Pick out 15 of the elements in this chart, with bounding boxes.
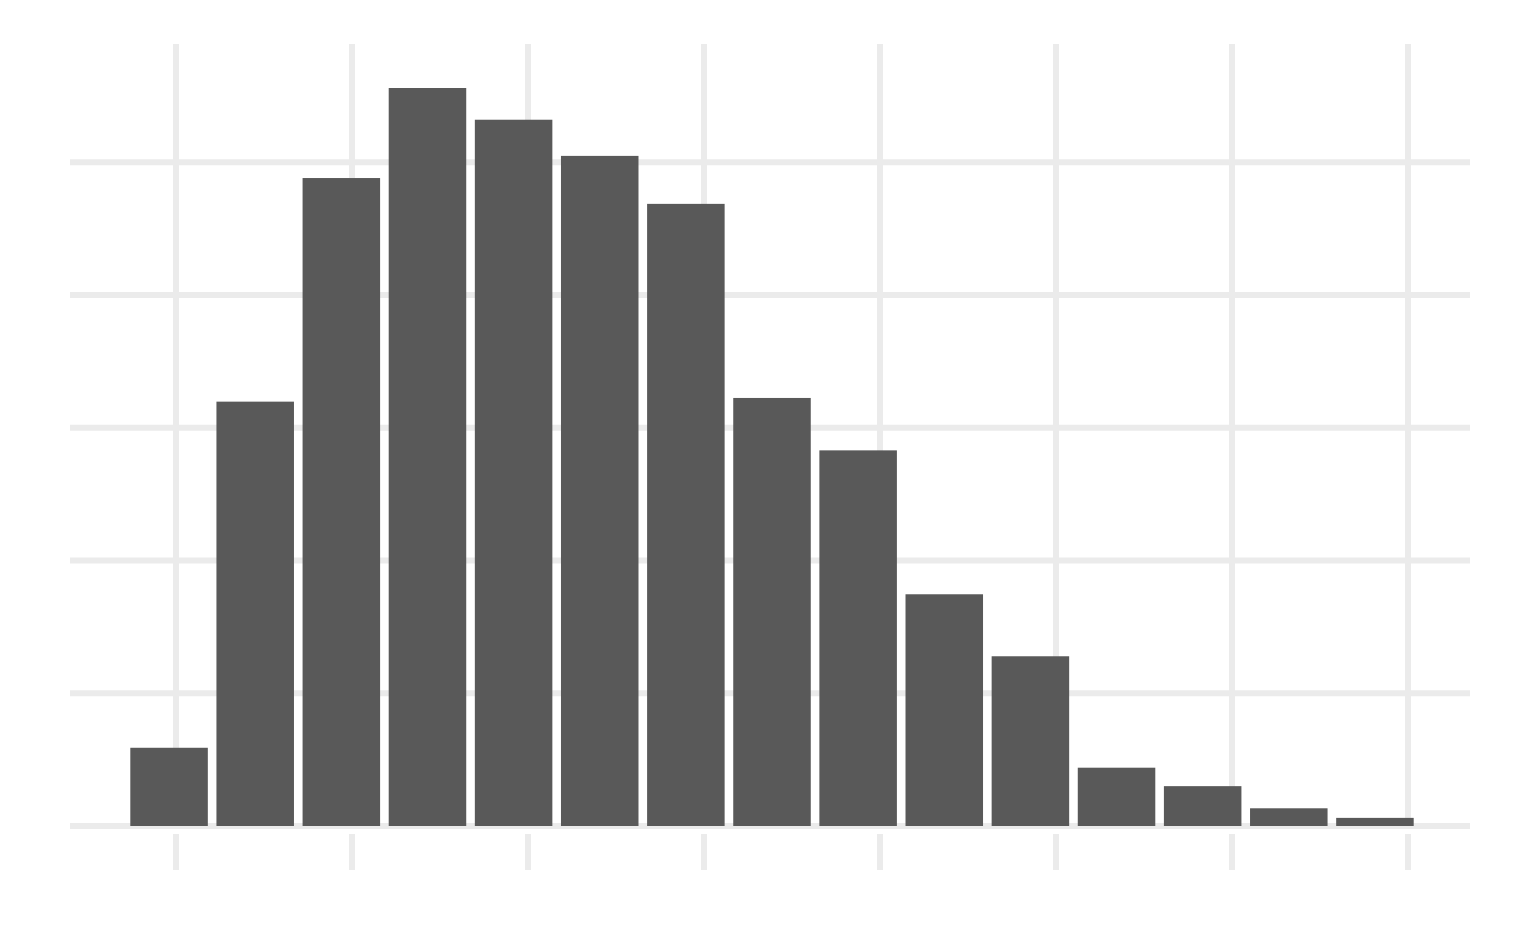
bar: [647, 203, 725, 826]
bar: [991, 656, 1070, 826]
bar: [474, 119, 553, 826]
bar: [819, 450, 897, 826]
bar: [130, 747, 208, 826]
bar: [1077, 767, 1156, 826]
bar: [733, 397, 811, 826]
bar: [388, 88, 467, 826]
bar: [216, 401, 294, 826]
bar: [1163, 786, 1242, 826]
bar: [302, 178, 381, 826]
bar: [1336, 817, 1414, 826]
bar: [1250, 808, 1328, 826]
bar: [905, 594, 984, 826]
bar: [560, 155, 639, 826]
